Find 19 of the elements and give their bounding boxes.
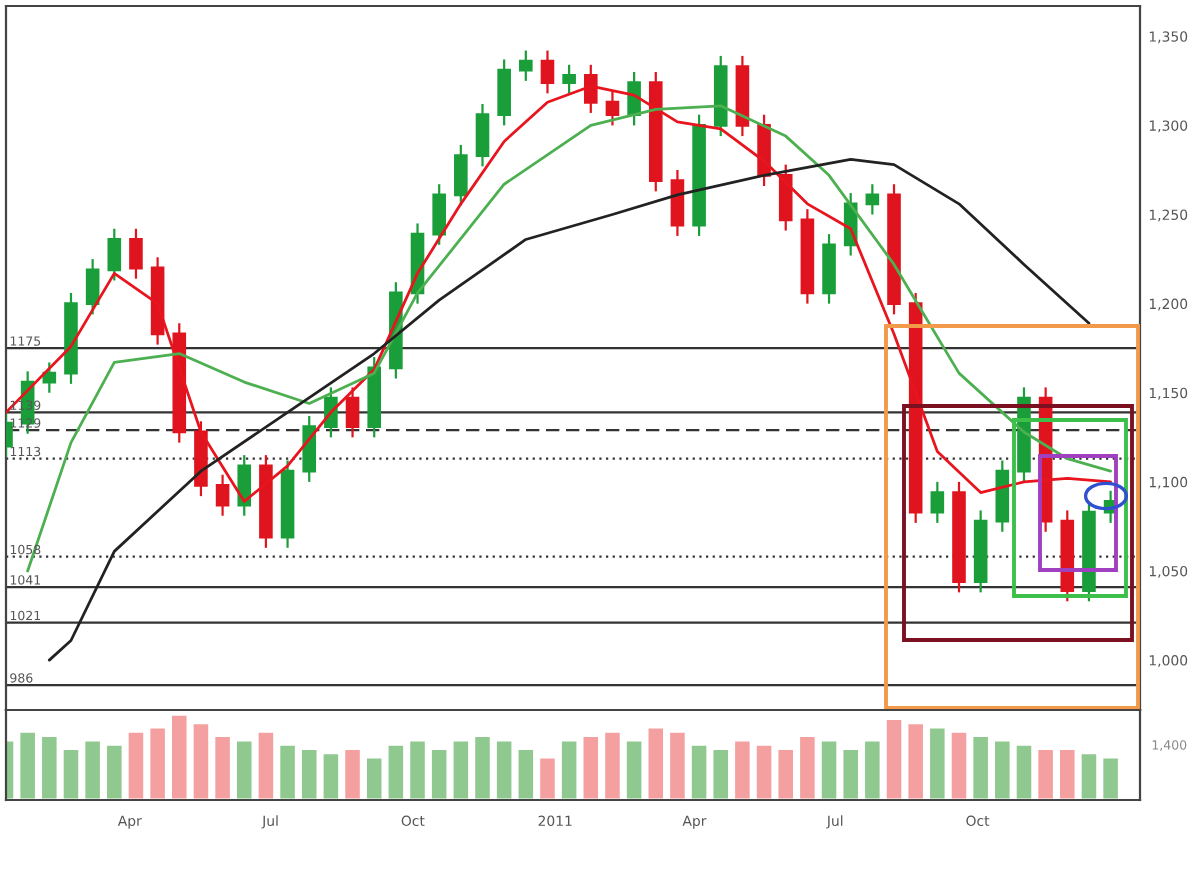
candlestick <box>454 143 468 207</box>
candlestick <box>475 102 490 168</box>
candlestick <box>540 49 555 95</box>
candlestick <box>237 454 252 517</box>
candlestick <box>865 183 880 216</box>
candlestick <box>345 386 360 439</box>
candlestick <box>432 183 446 246</box>
candlestick <box>562 63 576 95</box>
candlestick <box>129 227 143 280</box>
line-series <box>47 157 1091 662</box>
candlestick <box>107 227 122 282</box>
candlestick <box>605 90 620 127</box>
candlestick <box>778 163 793 232</box>
candlestick <box>302 414 317 483</box>
candlestick <box>497 58 511 127</box>
candlestick <box>670 168 685 238</box>
candlestick <box>930 480 945 524</box>
candlestick <box>519 49 533 82</box>
candlestick <box>85 257 100 316</box>
